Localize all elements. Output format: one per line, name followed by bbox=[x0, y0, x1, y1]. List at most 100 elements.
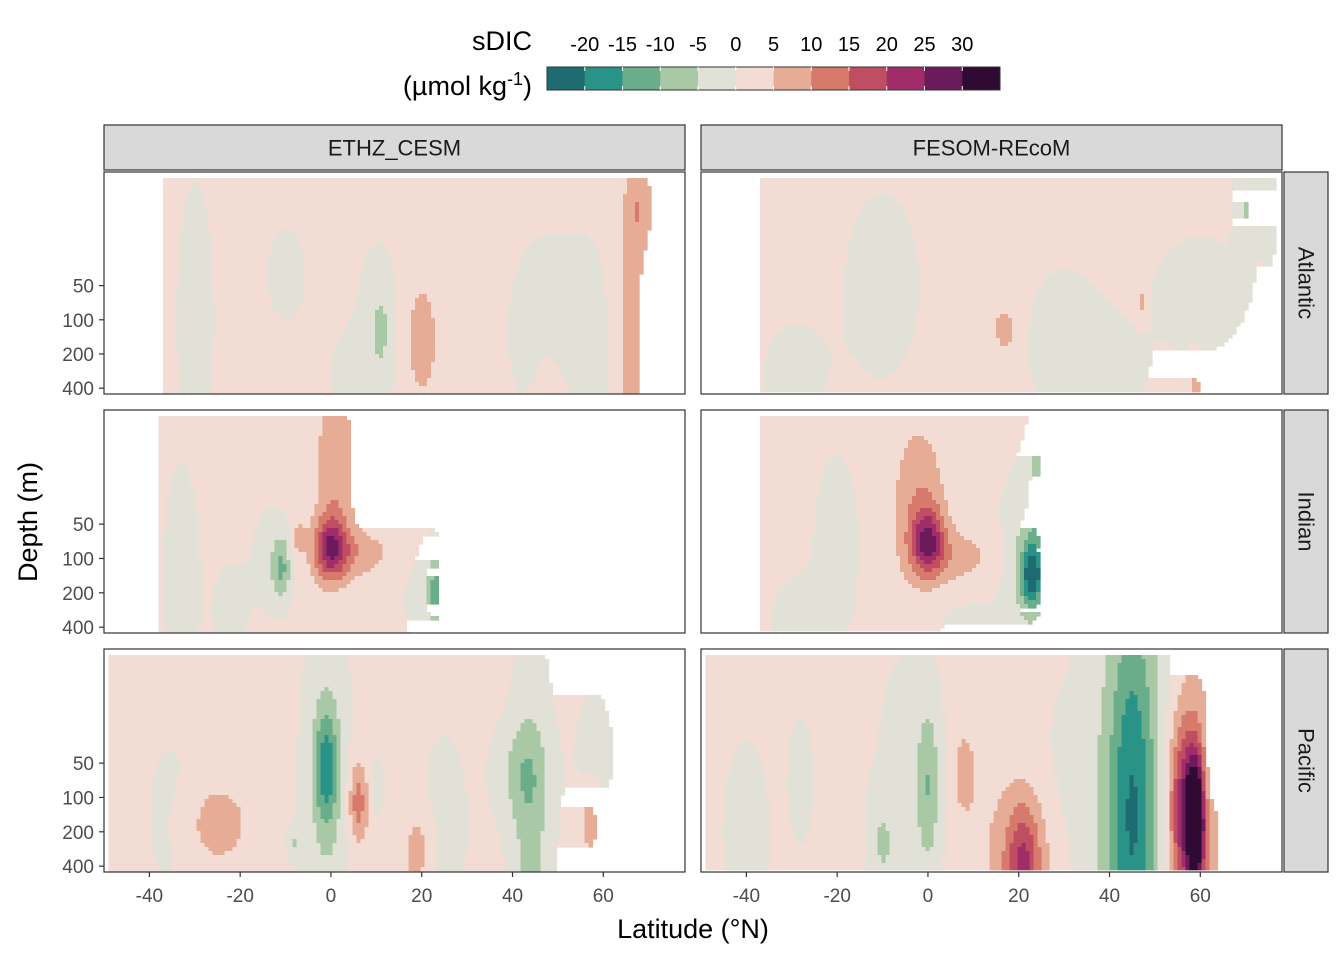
contour-cell bbox=[805, 835, 867, 840]
contour-cell bbox=[320, 771, 334, 776]
contour-cell bbox=[705, 807, 727, 812]
contour-cell bbox=[332, 815, 342, 820]
contour-cell bbox=[436, 843, 470, 848]
contour-cell bbox=[1053, 723, 1103, 728]
contour-cell bbox=[705, 787, 727, 792]
contour-cell bbox=[215, 306, 272, 311]
contour-cell bbox=[108, 815, 154, 820]
contour-cell bbox=[286, 568, 292, 573]
contour-cell bbox=[240, 823, 290, 828]
contour-cell bbox=[1153, 751, 1159, 756]
contour-cell bbox=[286, 588, 296, 593]
contour-cell bbox=[828, 370, 869, 375]
contour-cell bbox=[395, 346, 412, 351]
contour-cell bbox=[1157, 655, 1171, 660]
contour-cell bbox=[1125, 699, 1139, 704]
contour-cell bbox=[917, 763, 939, 768]
contour-cell bbox=[342, 528, 352, 533]
contour-cell bbox=[352, 687, 510, 692]
contour-cell bbox=[1169, 791, 1175, 796]
contour-cell bbox=[504, 703, 554, 708]
contour-cell bbox=[757, 747, 791, 752]
contour-cell bbox=[108, 667, 306, 672]
contour-cell bbox=[937, 659, 1071, 664]
contour-cell bbox=[202, 588, 216, 593]
contour-cell bbox=[500, 711, 558, 716]
contour-cell bbox=[623, 322, 640, 327]
contour-cell bbox=[760, 444, 909, 449]
contour-cell bbox=[508, 751, 546, 756]
contour-cell bbox=[318, 532, 324, 537]
contour-cell bbox=[1149, 715, 1159, 720]
contour-cell bbox=[627, 182, 648, 187]
contour-cell bbox=[210, 600, 292, 605]
contour-cell bbox=[332, 691, 354, 696]
contour-cell bbox=[1121, 735, 1143, 740]
contour-cell bbox=[1256, 262, 1265, 267]
contour-cell bbox=[279, 230, 292, 235]
contour-cell bbox=[917, 799, 939, 804]
contour-cell bbox=[163, 282, 180, 287]
contour-cell bbox=[945, 771, 959, 776]
contour-cell bbox=[544, 823, 562, 828]
contour-cell bbox=[1164, 254, 1273, 259]
contour-cell bbox=[1133, 775, 1147, 780]
contour-cell bbox=[996, 322, 1013, 327]
contour-cell bbox=[785, 775, 815, 780]
contour-cell bbox=[916, 552, 925, 557]
contour-cell bbox=[338, 548, 344, 553]
contour-cell bbox=[996, 330, 1013, 335]
contour-cell bbox=[508, 795, 526, 800]
contour-cell bbox=[108, 759, 162, 764]
contour-cell bbox=[937, 815, 947, 820]
contour-cell bbox=[322, 428, 352, 433]
contour-cell bbox=[1037, 823, 1047, 828]
contour-cell bbox=[194, 500, 320, 505]
contour-cell bbox=[1117, 811, 1127, 816]
contour-cell bbox=[1185, 787, 1203, 792]
contour-cell bbox=[484, 771, 510, 776]
contour-cell bbox=[166, 512, 200, 517]
contour-cell bbox=[1201, 767, 1207, 772]
contour-cell bbox=[296, 755, 314, 760]
contour-cell bbox=[1028, 342, 1153, 347]
contour-cell bbox=[1169, 675, 1187, 680]
x-tick-label: 60 bbox=[1190, 886, 1211, 907]
contour-cell bbox=[348, 755, 378, 760]
contour-cell bbox=[158, 608, 164, 613]
contour-cell bbox=[332, 771, 338, 776]
contour-cell bbox=[917, 759, 939, 764]
contour-cell bbox=[312, 811, 322, 816]
contour-cell bbox=[1125, 707, 1139, 712]
contour-cell bbox=[436, 831, 470, 836]
contour-cell bbox=[152, 827, 170, 832]
contour-cell bbox=[500, 843, 522, 848]
contour-cell bbox=[271, 250, 304, 255]
contour-cell bbox=[705, 715, 883, 720]
contour-cell bbox=[108, 855, 158, 860]
y-tick-label: 200 bbox=[62, 823, 94, 844]
contour-cell bbox=[945, 743, 963, 748]
contour-cell bbox=[912, 548, 917, 553]
contour-cell bbox=[937, 751, 947, 756]
contour-cell bbox=[924, 552, 933, 557]
contour-cell bbox=[1004, 524, 1021, 529]
contour-cell bbox=[860, 548, 897, 553]
contour-cell bbox=[163, 306, 176, 311]
contour-cell bbox=[532, 791, 546, 796]
contour-cell bbox=[322, 416, 348, 421]
contour-cell bbox=[300, 727, 314, 732]
contour-cell bbox=[424, 863, 438, 868]
contour-cell bbox=[1049, 735, 1099, 740]
contour-cell bbox=[507, 342, 608, 347]
contour-cell bbox=[1016, 460, 1033, 465]
contour-cell bbox=[484, 775, 510, 780]
contour-cell bbox=[352, 803, 366, 808]
contour-cell bbox=[920, 540, 937, 545]
contour-cell bbox=[865, 851, 879, 856]
contour-cell bbox=[544, 791, 566, 796]
contour-cell bbox=[760, 278, 845, 283]
contour-cell bbox=[274, 584, 288, 589]
contour-cell bbox=[805, 723, 883, 728]
contour-cell bbox=[274, 540, 288, 545]
